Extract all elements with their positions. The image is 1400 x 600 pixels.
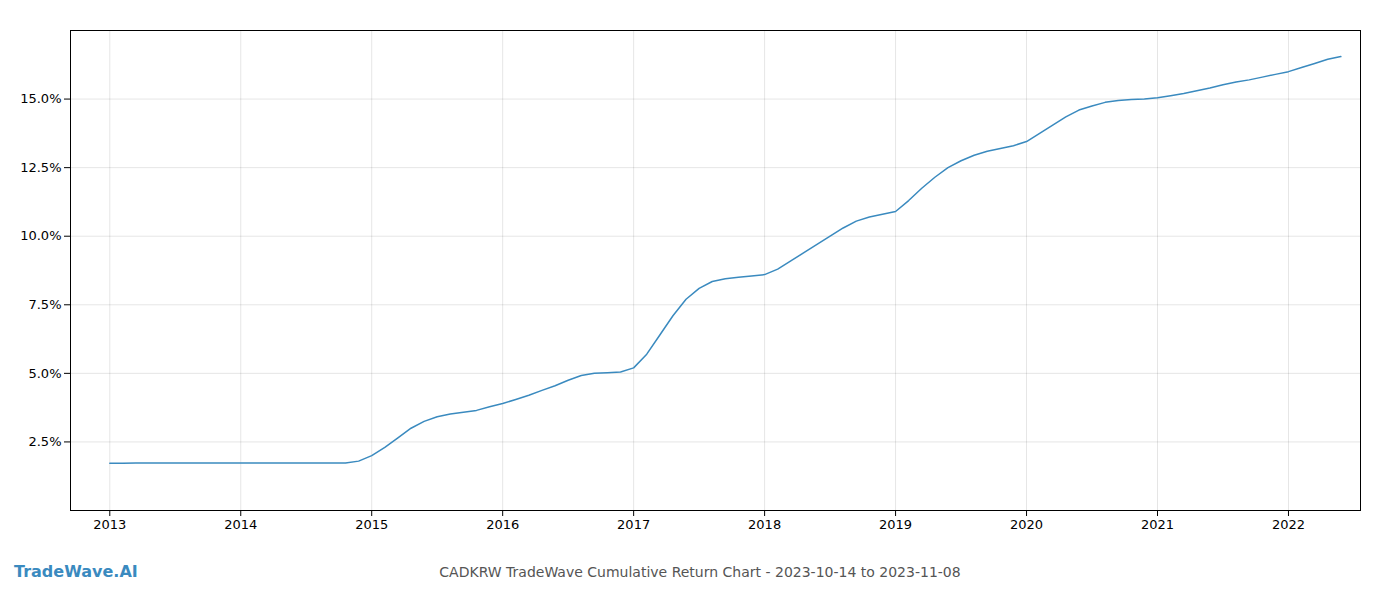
svg-text:5.0%: 5.0% xyxy=(28,366,61,381)
svg-text:15.0%: 15.0% xyxy=(20,91,61,106)
html-text:CADKRW TradeWave Cumulative Re: CADKRW TradeWave Cumulative Return Chart… xyxy=(439,564,961,580)
svg-text:2017: 2017 xyxy=(617,517,650,532)
svg-text:2016: 2016 xyxy=(486,517,519,532)
svg-text:2020: 2020 xyxy=(1010,517,1043,532)
svg-text:12.5%: 12.5% xyxy=(20,160,61,175)
html-text:TradeWave.AI: TradeWave.AI xyxy=(14,562,138,581)
svg-text:2018: 2018 xyxy=(748,517,781,532)
svg-text:7.5%: 7.5% xyxy=(28,297,61,312)
svg-text:2014: 2014 xyxy=(224,517,257,532)
svg-text:2022: 2022 xyxy=(1272,517,1305,532)
svg-text:10.0%: 10.0% xyxy=(20,228,61,243)
svg-text:2.5%: 2.5% xyxy=(28,434,61,449)
svg-text:2015: 2015 xyxy=(355,517,388,532)
svg-text:2019: 2019 xyxy=(879,517,912,532)
svg-text:2021: 2021 xyxy=(1141,517,1174,532)
svg-text:2013: 2013 xyxy=(93,517,126,532)
